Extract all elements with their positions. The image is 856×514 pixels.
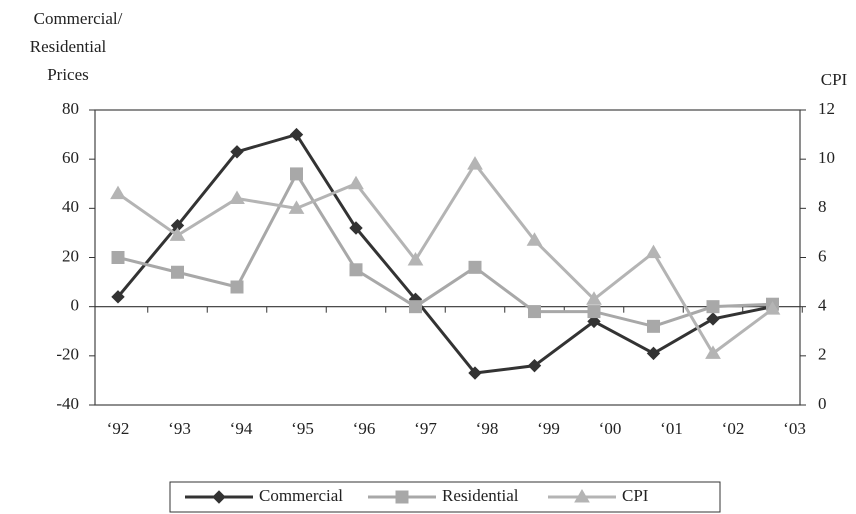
point xyxy=(468,366,482,380)
y2-tick-label: 0 xyxy=(818,394,827,413)
point xyxy=(645,244,662,259)
point xyxy=(527,358,542,373)
point xyxy=(349,263,363,277)
x-tick-label: ‘94 xyxy=(230,419,253,438)
y-tick-label: 60 xyxy=(62,148,79,167)
point xyxy=(289,127,304,142)
y-tick-label: 20 xyxy=(62,246,79,265)
y-tick-label: 80 xyxy=(62,99,79,118)
point xyxy=(587,305,601,319)
legend-label: Residential xyxy=(442,486,519,505)
point xyxy=(764,301,781,315)
y-tick-label: 0 xyxy=(71,296,80,315)
y-axis-title: Prices xyxy=(47,65,89,84)
point xyxy=(646,346,661,361)
y-tick-label: -40 xyxy=(56,394,79,413)
series-line xyxy=(117,170,773,328)
plot-frame xyxy=(94,109,801,406)
series-line xyxy=(116,132,773,375)
point xyxy=(526,232,543,246)
series-line xyxy=(117,161,774,356)
x-tick-label: ‘99 xyxy=(537,419,560,438)
point xyxy=(528,305,541,319)
y-tick-label: 40 xyxy=(62,197,79,216)
point xyxy=(111,251,125,264)
point xyxy=(169,227,186,241)
y2-tick-label: 12 xyxy=(818,99,835,118)
y-axis-title: Residential xyxy=(30,37,107,56)
x-tick-label: ‘95 xyxy=(291,419,314,438)
x-tick-label: ‘03 xyxy=(783,419,806,438)
point xyxy=(468,260,482,274)
point xyxy=(229,190,245,204)
point xyxy=(407,251,424,266)
x-tick-label: ‘92 xyxy=(107,419,130,438)
y2-tick-label: 2 xyxy=(818,345,827,364)
point xyxy=(706,312,720,326)
y-tick-label: -20 xyxy=(56,345,79,364)
point xyxy=(348,175,364,190)
point xyxy=(706,300,720,314)
x-tick-label: ‘00 xyxy=(599,419,622,438)
point xyxy=(290,167,303,181)
point xyxy=(467,156,483,170)
legend-label: Commercial xyxy=(259,486,343,505)
point xyxy=(409,300,422,314)
x-tick-label: ‘02 xyxy=(722,419,745,438)
point xyxy=(574,489,590,503)
point xyxy=(230,280,244,294)
x-tick-label: ‘97 xyxy=(414,419,437,438)
y2-tick-label: 6 xyxy=(818,246,827,265)
y-axis-title: Commercial/ xyxy=(34,9,123,28)
point xyxy=(349,221,363,235)
x-tick-label: ‘01 xyxy=(660,419,683,438)
point xyxy=(110,185,126,200)
point xyxy=(288,200,305,214)
x-tick-label: ‘93 xyxy=(168,419,191,438)
y2-axis-title: CPI xyxy=(821,70,848,89)
point xyxy=(587,314,601,329)
point xyxy=(586,291,602,305)
point xyxy=(171,265,184,279)
x-tick-label: ‘96 xyxy=(353,419,376,438)
point xyxy=(647,319,660,333)
point xyxy=(395,490,409,504)
point xyxy=(230,145,244,159)
x-tick-label: ‘98 xyxy=(476,419,499,438)
point xyxy=(212,490,226,504)
point xyxy=(111,290,125,304)
legend-label: CPI xyxy=(622,486,649,505)
y2-tick-label: 8 xyxy=(818,197,827,216)
legend-box xyxy=(169,481,721,513)
y2-tick-label: 4 xyxy=(818,296,827,315)
point xyxy=(705,345,721,359)
y2-tick-label: 10 xyxy=(818,148,835,167)
